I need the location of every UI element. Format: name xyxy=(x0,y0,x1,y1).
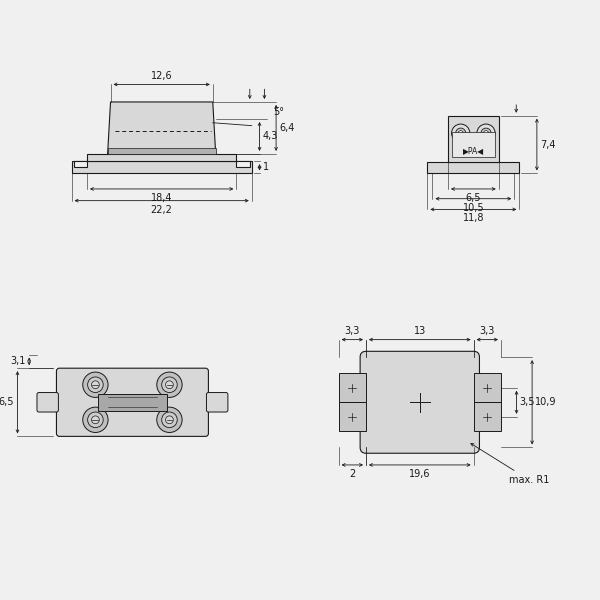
Polygon shape xyxy=(473,402,501,431)
Circle shape xyxy=(455,128,466,138)
Text: max. R1: max. R1 xyxy=(471,443,549,485)
Circle shape xyxy=(484,131,488,136)
Circle shape xyxy=(452,124,470,142)
Circle shape xyxy=(157,372,182,397)
Circle shape xyxy=(83,372,108,397)
Text: 6,5: 6,5 xyxy=(0,397,14,407)
FancyBboxPatch shape xyxy=(360,352,479,453)
Text: 3,3: 3,3 xyxy=(344,326,360,336)
Text: 5°: 5° xyxy=(273,107,284,117)
Text: 6,5: 6,5 xyxy=(466,193,481,203)
Text: 6,4: 6,4 xyxy=(279,123,295,133)
Circle shape xyxy=(458,131,463,136)
Circle shape xyxy=(161,377,177,392)
Circle shape xyxy=(166,381,173,389)
Polygon shape xyxy=(427,161,520,173)
Circle shape xyxy=(481,128,491,138)
Polygon shape xyxy=(87,154,236,161)
Polygon shape xyxy=(448,116,499,161)
Circle shape xyxy=(88,377,103,392)
Text: 13: 13 xyxy=(413,326,426,336)
Polygon shape xyxy=(236,161,250,167)
Polygon shape xyxy=(98,394,167,411)
Text: 4,3: 4,3 xyxy=(262,131,278,142)
Polygon shape xyxy=(74,161,87,167)
Circle shape xyxy=(166,416,173,424)
Polygon shape xyxy=(107,148,215,154)
Text: 7,4: 7,4 xyxy=(540,140,556,149)
Text: 1: 1 xyxy=(262,162,269,172)
Polygon shape xyxy=(473,373,501,402)
FancyBboxPatch shape xyxy=(56,368,208,436)
Text: 3,3: 3,3 xyxy=(479,326,495,336)
Polygon shape xyxy=(338,402,366,431)
FancyBboxPatch shape xyxy=(206,392,228,412)
Circle shape xyxy=(477,124,495,142)
Text: 18,4: 18,4 xyxy=(151,193,172,203)
FancyBboxPatch shape xyxy=(37,392,58,412)
Polygon shape xyxy=(107,102,215,154)
Polygon shape xyxy=(71,161,252,173)
Text: 10,9: 10,9 xyxy=(535,397,557,407)
Text: 19,6: 19,6 xyxy=(409,469,431,479)
Text: ▶PA◀: ▶PA◀ xyxy=(463,146,484,155)
Circle shape xyxy=(157,407,182,433)
Text: 11,8: 11,8 xyxy=(463,214,484,223)
Text: 3,5: 3,5 xyxy=(520,397,535,407)
Polygon shape xyxy=(452,132,495,157)
Polygon shape xyxy=(338,373,366,402)
Text: 12,6: 12,6 xyxy=(151,71,172,80)
Text: 2: 2 xyxy=(349,469,355,479)
Text: 22,2: 22,2 xyxy=(151,205,173,215)
Circle shape xyxy=(161,412,177,428)
Text: 3,1: 3,1 xyxy=(10,356,25,367)
Circle shape xyxy=(92,381,100,389)
Circle shape xyxy=(92,416,100,424)
Circle shape xyxy=(88,412,103,428)
Circle shape xyxy=(83,407,108,433)
Text: 10,5: 10,5 xyxy=(463,203,484,212)
